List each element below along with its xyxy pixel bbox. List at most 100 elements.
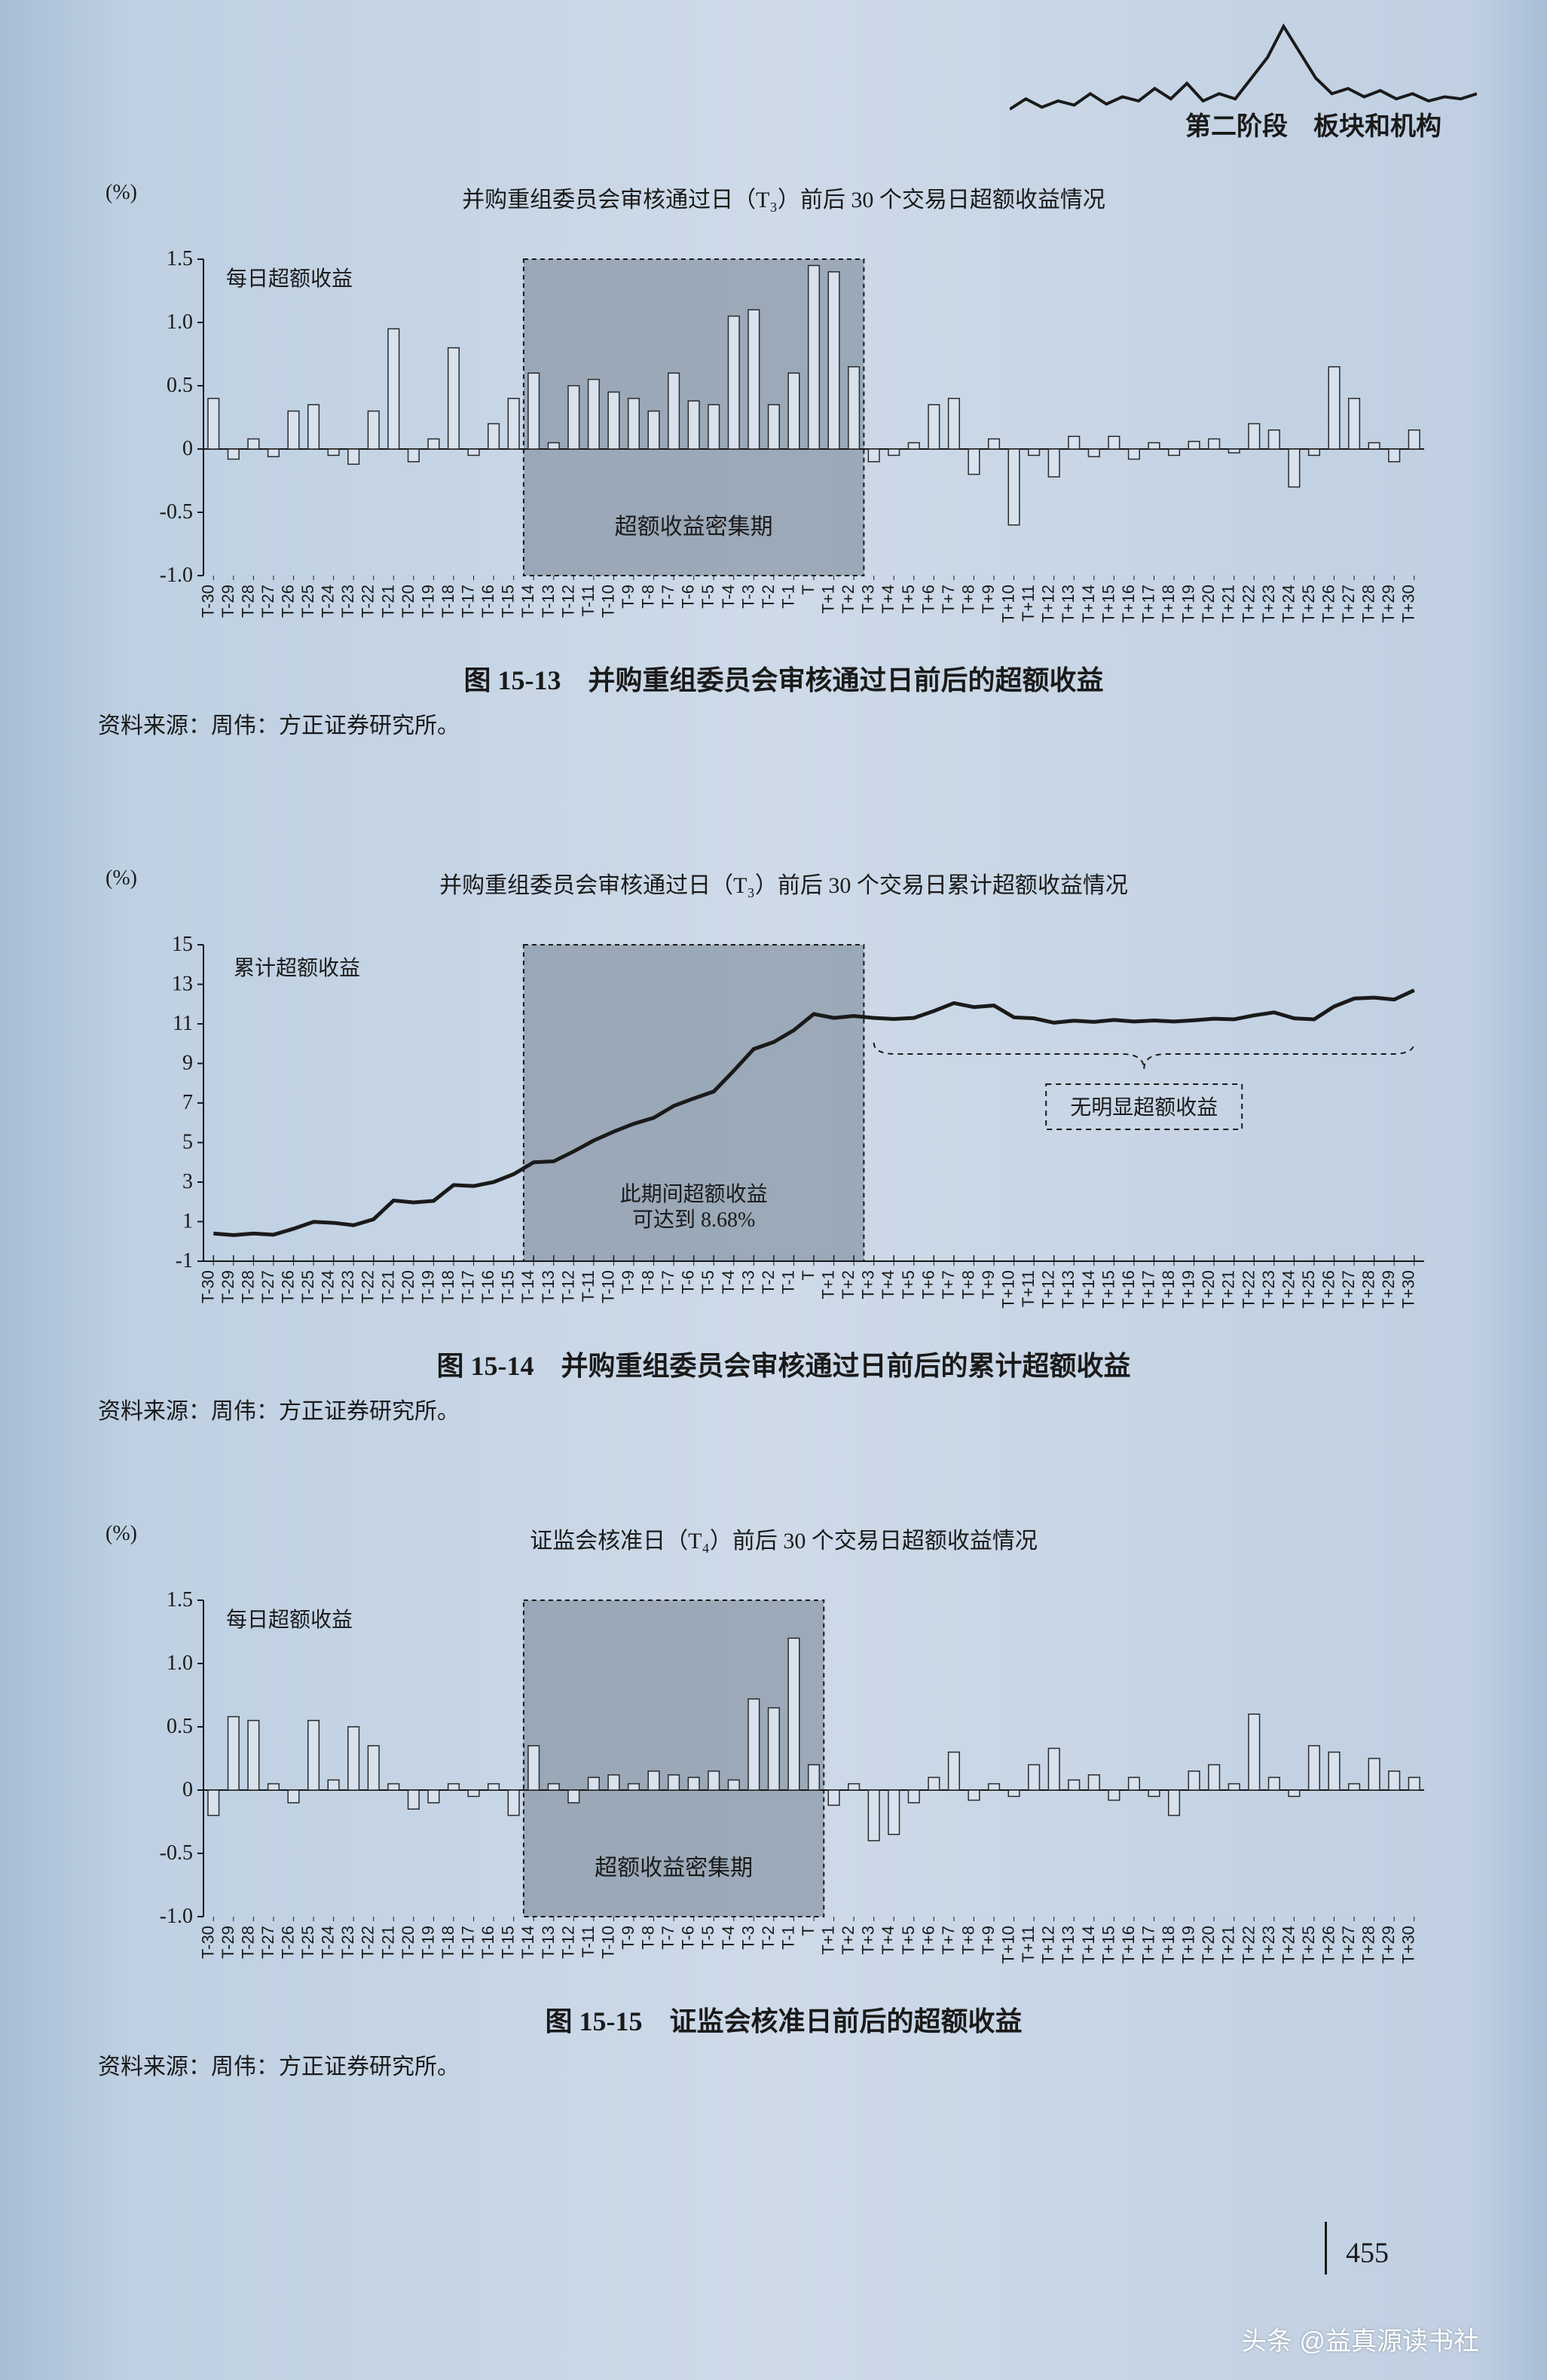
svg-text:T+9: T+9 [979,585,998,614]
svg-text:T+6: T+6 [919,1926,937,1955]
svg-text:T-28: T-28 [238,1926,257,1959]
svg-text:T-20: T-20 [399,1270,417,1303]
svg-text:T-29: T-29 [219,1926,237,1959]
svg-text:T+23: T+23 [1259,585,1278,623]
svg-text:T-2: T-2 [759,585,778,609]
svg-text:T-3: T-3 [738,585,757,609]
svg-text:T-22: T-22 [359,1926,378,1959]
svg-text:T+20: T+20 [1199,585,1218,623]
svg-text:T+26: T+26 [1319,585,1338,623]
svg-text:T+18: T+18 [1159,1926,1178,1964]
svg-text:T-19: T-19 [418,1270,437,1303]
svg-text:T-6: T-6 [679,585,698,609]
svg-text:T+13: T+13 [1059,1926,1078,1964]
svg-text:T-25: T-25 [298,1926,317,1959]
header-sparkline [1010,23,1477,113]
svg-text:T-15: T-15 [499,585,518,618]
chart-3-block: (%) 证监会核准日（T₄）前后 30 个交易日超额收益情况 -1.0-0.50… [128,1522,1439,2081]
chart-2-svg: -113579111315T-30T-29T-28T-27T-26T-25T-2… [128,907,1439,1329]
svg-text:T+3: T+3 [859,1270,878,1300]
svg-text:超额收益密集期: 超额收益密集期 [595,1856,753,1880]
svg-text:T+30: T+30 [1399,1926,1418,1964]
svg-text:T-15: T-15 [499,1926,518,1959]
svg-text:T-8: T-8 [639,1926,658,1950]
svg-text:-1.0: -1.0 [160,1905,193,1928]
svg-text:1.5: 1.5 [167,247,193,270]
svg-text:T-16: T-16 [478,1270,497,1303]
svg-text:T-12: T-12 [558,1926,577,1959]
svg-text:T+10: T+10 [999,585,1018,623]
svg-text:T-29: T-29 [219,1270,237,1303]
svg-text:T-20: T-20 [399,585,417,618]
chart-2-source: 资料来源：周伟：方正证券研究所。 [98,1392,1439,1425]
svg-text:T+24: T+24 [1279,585,1298,623]
svg-text:T+14: T+14 [1079,1926,1098,1964]
svg-text:T-15: T-15 [499,1270,518,1303]
svg-text:每日超额收益: 每日超额收益 [226,1608,353,1632]
svg-text:T+11: T+11 [1019,585,1038,622]
svg-text:T-11: T-11 [579,1270,598,1302]
svg-text:3: 3 [182,1170,193,1193]
svg-text:超额收益密集期: 超额收益密集期 [615,515,773,539]
svg-text:T+14: T+14 [1079,585,1098,623]
svg-text:T-27: T-27 [258,1270,277,1303]
svg-text:T+4: T+4 [879,1926,897,1955]
svg-text:T+20: T+20 [1199,1270,1218,1309]
svg-text:T-27: T-27 [258,1926,277,1959]
svg-text:T-30: T-30 [198,1926,217,1959]
svg-text:T+24: T+24 [1279,1270,1298,1309]
svg-text:T-5: T-5 [699,1270,717,1294]
svg-text:0.5: 0.5 [167,374,193,397]
chart-1-y-unit: (%) [105,181,137,205]
svg-text:1.0: 1.0 [167,1651,193,1675]
svg-text:T+21: T+21 [1219,1270,1238,1309]
svg-text:T-5: T-5 [699,1926,717,1950]
svg-text:T-26: T-26 [279,585,298,618]
svg-text:-1: -1 [176,1249,193,1272]
svg-text:T-10: T-10 [598,585,617,618]
svg-text:T+5: T+5 [899,585,918,614]
svg-text:T+21: T+21 [1219,1926,1238,1964]
svg-text:7: 7 [182,1091,193,1114]
svg-text:T+4: T+4 [879,585,897,614]
svg-text:T-22: T-22 [359,1270,378,1303]
svg-text:T+1: T+1 [819,1926,838,1955]
svg-text:T-7: T-7 [659,1270,677,1294]
chart-1-svg: -1.0-0.500.51.01.5T-30T-29T-28T-27T-26T-… [128,222,1439,643]
svg-text:T: T [799,585,818,594]
svg-text:T-7: T-7 [659,585,677,609]
svg-text:无明显超额收益: 无明显超额收益 [1070,1095,1218,1120]
svg-text:T-11: T-11 [579,585,598,616]
svg-text:T-3: T-3 [738,1926,757,1950]
svg-text:T-19: T-19 [418,1926,437,1959]
svg-text:T-1: T-1 [778,585,797,609]
svg-text:T+30: T+30 [1399,585,1418,623]
chart-3-source: 资料来源：周伟：方正证券研究所。 [98,2048,1439,2081]
svg-text:T-21: T-21 [378,585,397,618]
svg-text:此期间超额收益: 此期间超额收益 [620,1182,768,1206]
svg-text:T+26: T+26 [1319,1270,1338,1309]
svg-text:T-18: T-18 [439,1926,457,1959]
svg-text:T+16: T+16 [1119,1926,1138,1964]
chart-1-title: 并购重组委员会审核通过日（T₃）前后 30 个交易日超额收益情况 [128,181,1439,214]
chart-2-block: (%) 并购重组委员会审核通过日（T₃）前后 30 个交易日累计超额收益情况 -… [128,866,1439,1425]
svg-text:T-23: T-23 [338,585,357,618]
svg-text:T+27: T+27 [1339,1926,1358,1964]
svg-text:T+12: T+12 [1039,1926,1058,1964]
svg-text:T+10: T+10 [999,1270,1018,1309]
svg-text:T-30: T-30 [198,1270,217,1303]
svg-text:T-13: T-13 [539,1926,558,1959]
svg-text:T+20: T+20 [1199,1926,1218,1964]
svg-text:T+18: T+18 [1159,1270,1178,1309]
svg-text:T+11: T+11 [1019,1270,1038,1307]
svg-text:T-4: T-4 [719,1270,738,1294]
svg-text:T-16: T-16 [478,585,497,618]
svg-text:T-19: T-19 [418,585,437,618]
svg-text:T+8: T+8 [958,585,977,614]
svg-text:T+8: T+8 [958,1270,977,1300]
svg-text:13: 13 [172,973,193,996]
svg-text:0: 0 [182,1778,193,1801]
svg-text:T-28: T-28 [238,585,257,618]
svg-text:累计超额收益: 累计超额收益 [234,956,360,980]
svg-text:T+21: T+21 [1219,585,1238,623]
